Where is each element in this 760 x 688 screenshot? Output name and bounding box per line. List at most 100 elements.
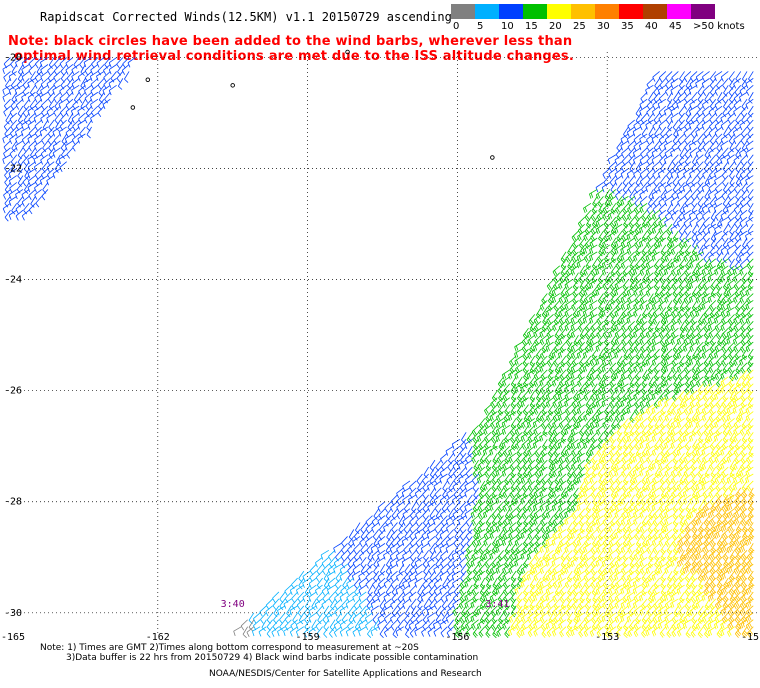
- wind-barb: [741, 98, 748, 111]
- wind-barb: [615, 293, 623, 305]
- wind-barb: [582, 362, 592, 373]
- wind-barb: [697, 605, 704, 618]
- wind-barb: [46, 154, 55, 165]
- wind-barb: [647, 244, 654, 257]
- wind-barb: [683, 466, 692, 478]
- wind-barb: [71, 133, 80, 145]
- wind-barb: [632, 126, 642, 137]
- wind-barb: [41, 98, 49, 110]
- wind-barb: [552, 515, 561, 527]
- wind-barb: [688, 105, 698, 116]
- wind-barb: [435, 459, 442, 472]
- wind-barb: [47, 64, 55, 76]
- wind-barb: [702, 487, 710, 499]
- wind-barb: [696, 536, 704, 547]
- footer-credit: NOAA/NESDIS/Center for Satellite Applica…: [209, 669, 482, 679]
- wind-barb: [429, 473, 436, 486]
- wind-barb: [746, 369, 754, 381]
- wind-barb: [645, 258, 654, 269]
- wind-barb: [691, 612, 698, 624]
- wind-barb: [709, 397, 717, 409]
- wind-barb: [634, 203, 642, 214]
- wind-barb: [571, 230, 579, 242]
- wind-barb: [48, 147, 55, 160]
- wind-barb: [316, 605, 323, 617]
- wind-barb: [315, 619, 323, 631]
- wind-barb: [671, 279, 679, 291]
- wind-barb: [621, 320, 629, 332]
- wind-barb: [623, 619, 629, 632]
- wind-barb: [746, 112, 754, 124]
- wind-barb: [598, 230, 604, 243]
- wind-barb: [746, 244, 754, 256]
- wind-barb: [741, 161, 748, 173]
- wind-barb: [622, 175, 629, 187]
- wind-barb: [433, 577, 442, 589]
- wind-barb: [609, 307, 617, 319]
- wind-barb: [626, 314, 635, 324]
- wind-barb: [90, 85, 99, 96]
- wind-barb: [715, 487, 723, 499]
- wind-barb: [735, 251, 742, 264]
- wind-barb: [658, 133, 667, 145]
- wind-barb: [559, 369, 567, 381]
- wind-barb: [353, 598, 361, 610]
- wind-barb: [366, 563, 373, 576]
- wind-barb: [709, 98, 717, 111]
- wind-barb: [652, 203, 660, 214]
- wind-barb: [396, 501, 404, 512]
- wind-barb: [652, 161, 660, 172]
- wind-barb: [102, 98, 111, 110]
- wind-barb: [672, 119, 679, 132]
- wind-barb: [615, 473, 623, 485]
- wind-barb: [646, 105, 654, 117]
- wind-barb: [745, 466, 754, 477]
- wind-barb: [641, 244, 648, 257]
- wind-barb: [716, 154, 723, 166]
- wind-barb: [21, 57, 30, 68]
- wind-barb: [339, 563, 348, 575]
- wind-barb: [627, 209, 635, 221]
- wind-barb: [659, 154, 667, 166]
- wind-barb: [739, 570, 748, 582]
- wind-barb: [652, 314, 660, 325]
- wind-barb: [579, 425, 586, 437]
- wind-barb: [746, 251, 754, 263]
- wind-barb: [284, 612, 292, 624]
- wind-barb: [510, 376, 517, 389]
- wind-barb: [720, 258, 729, 269]
- wind-barb: [604, 189, 611, 201]
- wind-barb: [735, 223, 742, 236]
- wind-barb: [60, 78, 67, 90]
- wind-barb: [684, 154, 692, 166]
- wind-barb: [533, 508, 542, 519]
- wind-barb: [721, 341, 729, 353]
- wind-barb: [496, 626, 504, 638]
- wind-barb: [658, 105, 667, 117]
- wind-barb: [745, 314, 754, 325]
- wind-barb: [714, 189, 723, 200]
- wind-barb: [97, 78, 105, 90]
- wind-barb: [596, 577, 604, 589]
- wind-barb: [514, 425, 523, 436]
- wind-barb: [652, 327, 660, 339]
- wind-barb: [689, 147, 698, 158]
- wind-barb: [733, 203, 742, 215]
- wind-barb: [409, 550, 417, 562]
- wind-barb: [592, 216, 598, 229]
- wind-barb: [440, 452, 448, 464]
- wind-barb: [641, 376, 648, 389]
- wind-barb: [608, 161, 617, 173]
- wind-barb: [735, 161, 742, 173]
- wind-barb: [595, 189, 604, 200]
- wind-barb: [727, 189, 735, 200]
- wind-barb: [597, 563, 604, 576]
- wind-barb: [559, 584, 567, 596]
- wind-barb: [715, 355, 723, 368]
- wind-barb: [734, 244, 742, 256]
- wind-barb: [658, 265, 667, 277]
- wind-barb: [702, 314, 710, 325]
- wind-barb: [60, 64, 67, 76]
- wind-barb: [727, 314, 735, 326]
